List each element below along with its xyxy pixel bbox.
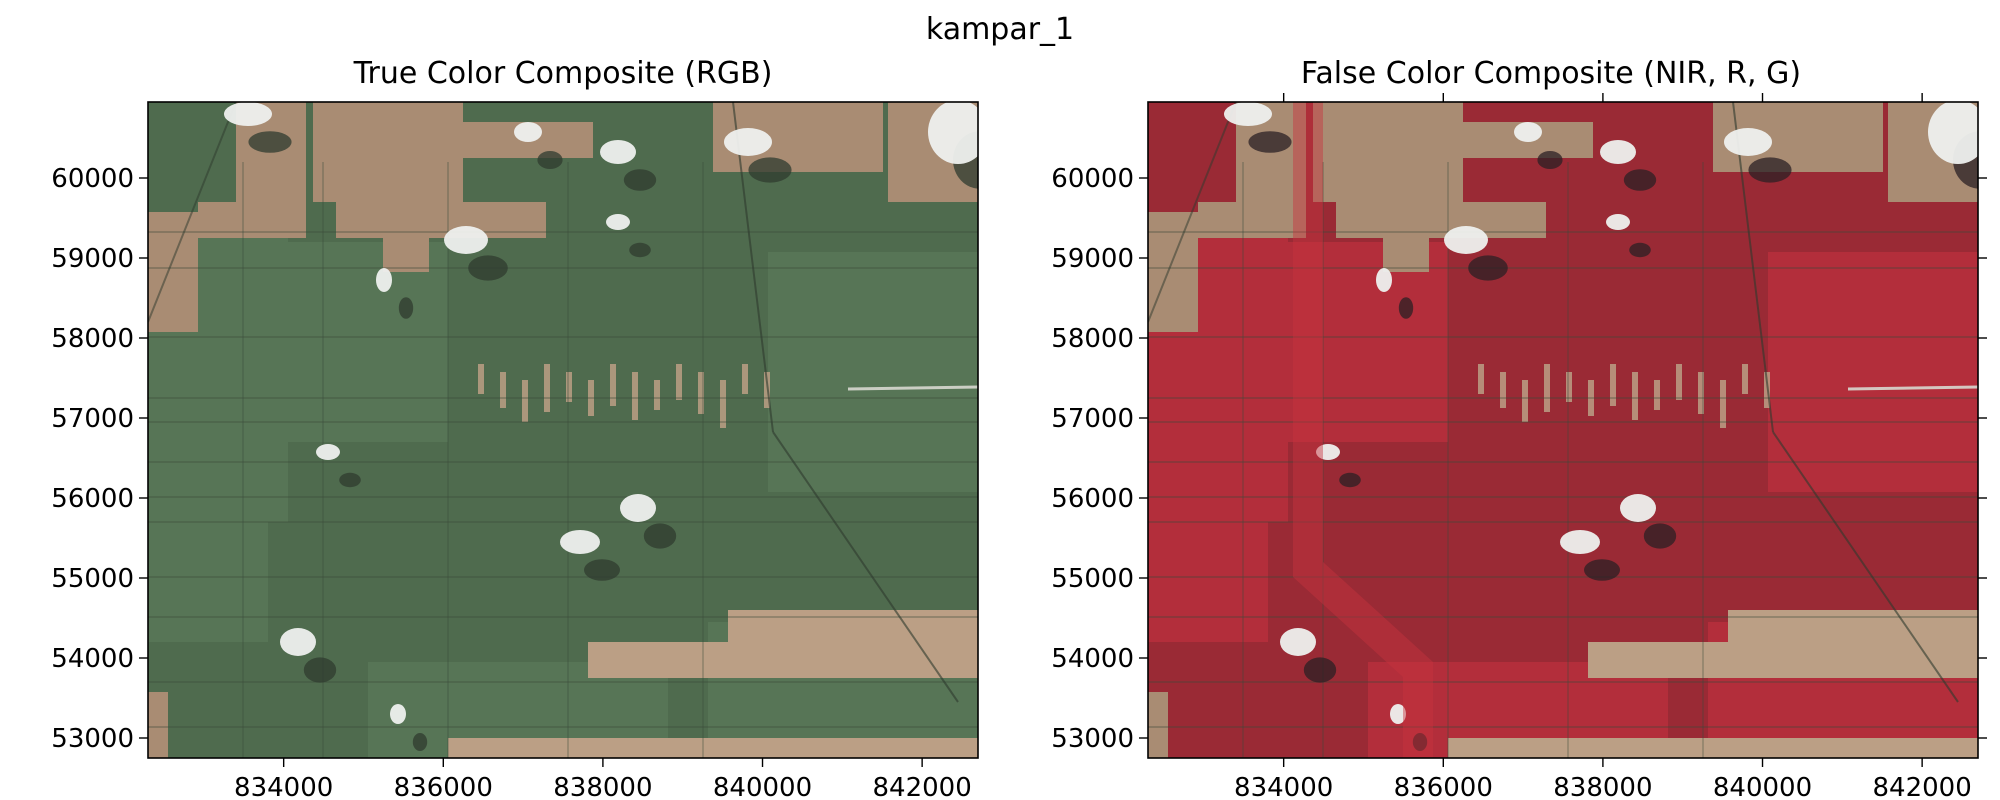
satellite-image bbox=[148, 102, 978, 758]
x-tick-label: 836000 bbox=[1394, 773, 1493, 800]
false-color-image-panel: 834000 836000 838000 840000 842000 60000 59000… bbox=[1051, 93, 1987, 800]
y-tick-label: 54000 bbox=[51, 644, 134, 674]
y-tick-label: 53000 bbox=[1051, 724, 1134, 754]
y-tick-label: 53000 bbox=[51, 724, 134, 754]
satellite-image bbox=[1148, 102, 1978, 758]
panel-title-true-color: True Color Composite (RGB) bbox=[353, 56, 773, 91]
y-tick-label: 54000 bbox=[1051, 644, 1134, 674]
y-tick-label: 58000 bbox=[51, 324, 134, 354]
y-tick-label: 56000 bbox=[51, 484, 134, 514]
plot-frame bbox=[147, 101, 979, 759]
y-tick-label: 58000 bbox=[1051, 324, 1134, 354]
plot-frame bbox=[1147, 101, 1979, 759]
y-tick-label: 56000 bbox=[1051, 484, 1134, 514]
x-tick-label: 840000 bbox=[1713, 773, 1812, 800]
y-tick-label: 60000 bbox=[51, 164, 134, 194]
x-tick-label: 834000 bbox=[1234, 773, 1333, 800]
figure-title: kampar_1 bbox=[925, 12, 1075, 47]
x-tick-label: 842000 bbox=[873, 773, 972, 800]
panel-title-false-color: False Color Composite (NIR, R, G) bbox=[1300, 56, 1802, 91]
y-tick-label: 60000 bbox=[1051, 164, 1134, 194]
x-tick-label: 834000 bbox=[234, 773, 333, 800]
y-tick-label: 55000 bbox=[1051, 564, 1134, 594]
y-tick-label: 57000 bbox=[51, 404, 134, 434]
y-tick-label: 59000 bbox=[1051, 244, 1134, 274]
x-tick-label: 838000 bbox=[1553, 773, 1652, 800]
x-tick-label: 840000 bbox=[713, 773, 812, 800]
x-tick-label: 842000 bbox=[1873, 773, 1972, 800]
x-tick-label: 836000 bbox=[394, 773, 493, 800]
y-tick-label: 57000 bbox=[1051, 404, 1134, 434]
y-tick-label: 55000 bbox=[51, 564, 134, 594]
true-color-image-panel: 834000 836000 838000 840000 842000 60000 59000… bbox=[51, 101, 979, 800]
x-tick-label: 838000 bbox=[553, 773, 652, 800]
y-tick-label: 59000 bbox=[51, 244, 134, 274]
